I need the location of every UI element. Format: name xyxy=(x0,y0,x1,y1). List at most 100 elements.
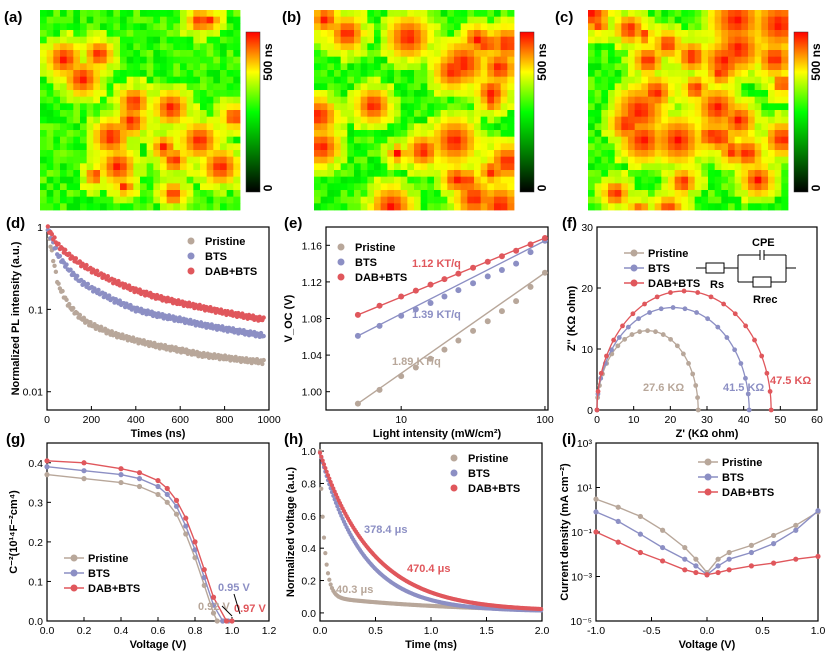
legend-label: DAB+BTS xyxy=(722,487,774,499)
plot-g: 0.0 0.2 0.4 0.6 0.8 1.0 1.20.00.10.20.30.4Volt… xyxy=(8,442,276,651)
heatmap-cell xyxy=(768,90,776,98)
heatmap-cell xyxy=(360,56,368,64)
heatmap-cell xyxy=(440,96,448,104)
heatmap-cell xyxy=(741,136,749,144)
heatmap-cell xyxy=(126,10,134,18)
heatmap-cell xyxy=(374,156,382,164)
heatmap-cell xyxy=(327,136,335,144)
heatmap-cell xyxy=(648,96,656,104)
heatmap-cell xyxy=(480,116,488,124)
heatmap-cell xyxy=(654,116,662,124)
heatmap-cell xyxy=(454,110,462,118)
heatmap-cell xyxy=(661,76,669,84)
heatmap-cell xyxy=(641,56,649,64)
heatmap-cell xyxy=(741,190,749,198)
heatmap-cell xyxy=(688,96,696,104)
heatmap-cell xyxy=(153,56,161,64)
heatmap-cell xyxy=(454,83,462,91)
heatmap-cell xyxy=(314,90,322,98)
heatmap-cell xyxy=(601,16,609,24)
heatmap-cell xyxy=(781,50,789,58)
heatmap-cell xyxy=(420,10,428,18)
heatmap-cell xyxy=(380,90,388,98)
data-point xyxy=(68,267,73,272)
heatmap-cell xyxy=(160,96,168,104)
heatmap-cell xyxy=(688,36,696,44)
heatmap-cell xyxy=(166,76,174,84)
heatmap-cell xyxy=(133,190,141,198)
data-point xyxy=(261,333,266,339)
data-point xyxy=(470,280,477,287)
heatmap-cell xyxy=(40,190,48,198)
heatmap-cell xyxy=(588,10,596,18)
data-point xyxy=(427,299,434,306)
heatmap-cell xyxy=(380,16,388,24)
heatmap-cell xyxy=(113,196,121,204)
heatmap-cell xyxy=(781,90,789,98)
heatmap-cell xyxy=(46,43,54,51)
heatmap-cell xyxy=(728,43,736,51)
heatmap-cell xyxy=(60,203,68,211)
heatmap-cell xyxy=(394,56,402,64)
heatmap-cell xyxy=(621,143,629,151)
arrow xyxy=(233,593,241,615)
heatmap-cell xyxy=(40,123,48,131)
heatmap-cell xyxy=(734,30,742,38)
heatmap-cell xyxy=(354,103,362,111)
heatmap-cell xyxy=(120,203,128,211)
heatmap-cell xyxy=(487,170,495,178)
heatmap-cell xyxy=(146,123,154,131)
heatmap-cell xyxy=(334,203,342,211)
heatmap-cell xyxy=(113,63,121,71)
heatmap-cell xyxy=(206,16,214,24)
heatmap-cell xyxy=(447,136,455,144)
heatmap-cell xyxy=(741,176,749,184)
heatmap-cell xyxy=(681,123,689,131)
heatmap-cell xyxy=(93,103,101,111)
heatmap-cell xyxy=(206,90,214,98)
heatmap-cell xyxy=(427,103,435,111)
heatmap-cell xyxy=(621,103,629,111)
heatmap-cell xyxy=(714,203,722,211)
heatmap-cell xyxy=(233,70,241,78)
heatmap-cell xyxy=(648,116,656,124)
heatmap-cell xyxy=(654,70,662,78)
heatmap-cell xyxy=(220,203,228,211)
heatmap-cell xyxy=(100,183,108,191)
heatmap-cell xyxy=(40,36,48,44)
heatmap-cell xyxy=(233,23,241,31)
heatmap-cell xyxy=(768,130,776,138)
data-point xyxy=(44,472,50,478)
heatmap-cell xyxy=(588,196,596,204)
heatmap-cell xyxy=(334,183,342,191)
heatmap-cell xyxy=(507,70,515,78)
heatmap-cell xyxy=(420,36,428,44)
heatmap-cell xyxy=(153,50,161,58)
legend-marker xyxy=(70,584,78,592)
heatmap-cell xyxy=(681,130,689,138)
heatmap-cell xyxy=(60,143,68,151)
heatmap-cell xyxy=(153,170,161,178)
heatmap-cell xyxy=(487,156,495,164)
heatmap-cell xyxy=(754,203,762,211)
heatmap-cell xyxy=(360,36,368,44)
heatmap-cell xyxy=(213,23,221,31)
annotation: 1.89 KT/q xyxy=(392,356,441,368)
heatmap-cell xyxy=(166,130,174,138)
heatmap-cell xyxy=(661,16,669,24)
heatmap-cell xyxy=(146,110,154,118)
legend-marker xyxy=(704,473,712,481)
heatmap-cell xyxy=(614,123,622,131)
heatmap-cell xyxy=(674,103,682,111)
heatmap-cell xyxy=(781,96,789,104)
heatmap-cell xyxy=(320,170,328,178)
heatmap-cell xyxy=(768,23,776,31)
heatmap-cell xyxy=(320,163,328,171)
heatmap-cell xyxy=(741,203,749,211)
heatmap-b: 500 ns0 xyxy=(314,10,549,211)
heatmap-cell xyxy=(106,96,114,104)
heatmap-cell xyxy=(427,203,435,211)
y-tick-label: 0 xyxy=(587,405,593,417)
heatmap-cell xyxy=(641,10,649,18)
heatmap-cell xyxy=(367,203,375,211)
